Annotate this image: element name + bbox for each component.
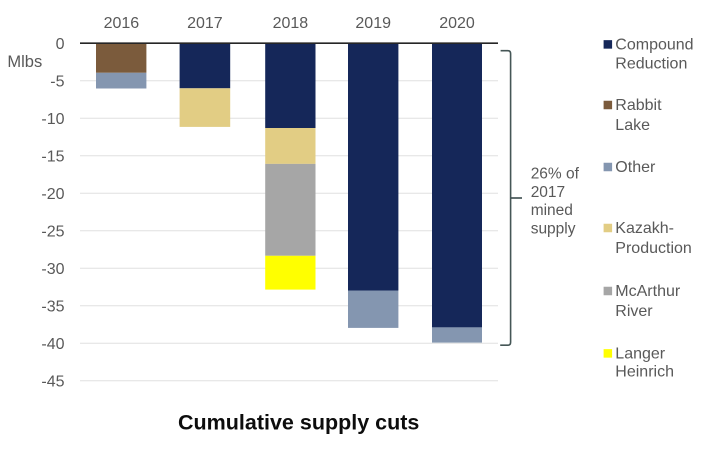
svg-text:2019: 2019 [355,15,391,32]
svg-text:0: 0 [56,36,65,53]
svg-text:Kazakh-: Kazakh- [615,220,674,237]
svg-text:McArthur: McArthur [615,283,681,300]
svg-text:2016: 2016 [104,15,140,32]
svg-text:-40: -40 [41,336,64,353]
svg-text:-10: -10 [41,111,64,128]
svg-text:2017: 2017 [187,15,223,32]
svg-text:Mlbs: Mlbs [7,53,42,71]
svg-text:2017: 2017 [531,184,565,201]
svg-text:Reduction: Reduction [615,56,687,73]
svg-text:Cumulative supply cuts: Cumulative supply cuts [178,411,419,435]
svg-text:Langer: Langer [615,345,665,362]
svg-text:26% of: 26% of [531,166,580,183]
svg-text:-45: -45 [41,374,64,391]
svg-text:Rabbit: Rabbit [615,97,662,114]
svg-text:Heinrich: Heinrich [615,363,674,380]
svg-text:Other: Other [615,159,656,176]
svg-text:River: River [615,303,653,320]
svg-text:Production: Production [615,240,692,257]
svg-text:Lake: Lake [615,117,650,134]
svg-text:2020: 2020 [439,15,475,32]
svg-text:supply: supply [531,220,576,237]
svg-text:mined: mined [531,202,573,219]
svg-text:-30: -30 [41,261,64,278]
svg-text:2018: 2018 [273,15,309,32]
svg-text:Compound: Compound [615,36,693,53]
svg-text:-5: -5 [50,74,64,91]
svg-text:-35: -35 [41,299,64,316]
svg-text:-25: -25 [41,224,64,241]
svg-text:-20: -20 [41,186,64,203]
svg-text:-15: -15 [41,149,64,166]
